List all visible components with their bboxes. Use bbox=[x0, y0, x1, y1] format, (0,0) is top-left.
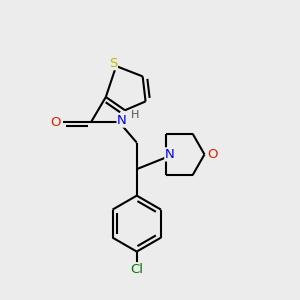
Text: O: O bbox=[208, 148, 218, 161]
Text: O: O bbox=[50, 116, 61, 128]
Text: S: S bbox=[109, 57, 117, 70]
Text: Cl: Cl bbox=[130, 263, 143, 276]
Text: N: N bbox=[165, 148, 175, 161]
Text: N: N bbox=[117, 114, 127, 127]
Text: H: H bbox=[131, 110, 140, 120]
